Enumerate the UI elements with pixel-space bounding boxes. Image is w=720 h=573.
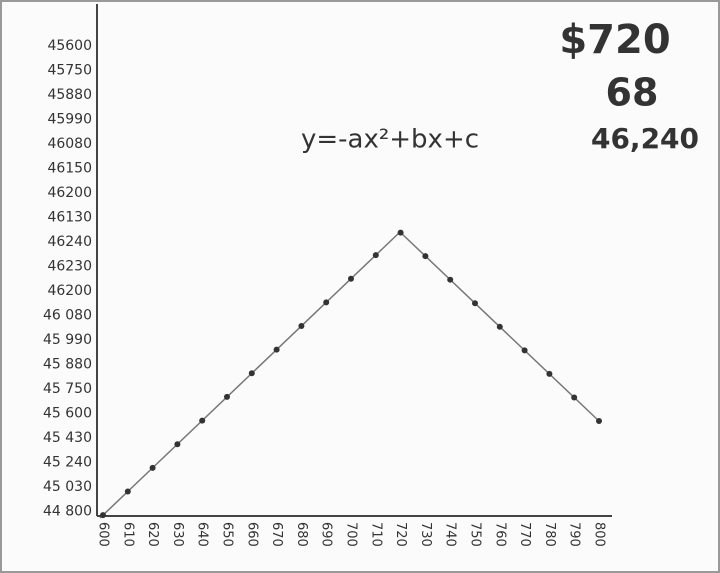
y-label: 46150 xyxy=(47,161,92,177)
dot xyxy=(199,418,205,424)
y-label: 45 030 xyxy=(43,479,92,495)
graph-photo: y=-ax²+bx+c $720 68 46,240 45600 45750 458… xyxy=(0,0,720,573)
y-label: 45750 xyxy=(47,63,92,79)
note: 46,240 xyxy=(591,122,699,155)
y-label: 45 990 xyxy=(43,332,92,348)
equation: y=-ax²+bx+c xyxy=(301,125,479,155)
y-label: 46080 xyxy=(47,136,92,152)
dot xyxy=(348,276,354,282)
dot xyxy=(472,300,478,306)
dot xyxy=(398,230,404,236)
x-label: 700 xyxy=(344,522,359,547)
dot xyxy=(373,252,379,258)
x-label: 640 xyxy=(195,522,210,547)
dot xyxy=(447,277,453,283)
dot xyxy=(298,323,304,329)
x-label: 670 xyxy=(269,522,284,547)
y-label: 45 240 xyxy=(43,455,92,471)
dot xyxy=(546,371,552,377)
x-label: 800 xyxy=(592,522,607,547)
x-label: 750 xyxy=(468,522,483,547)
dot xyxy=(422,253,428,259)
x-label: 720 xyxy=(393,522,408,547)
dot xyxy=(323,299,329,305)
x-label: 650 xyxy=(220,522,235,547)
x-label: 740 xyxy=(443,522,458,547)
dot xyxy=(100,512,106,518)
y-label: 45 600 xyxy=(43,406,92,422)
dot xyxy=(125,488,131,494)
y-label: 44 800 xyxy=(43,504,92,520)
x-label: 690 xyxy=(319,522,334,547)
y-label: 46240 xyxy=(47,234,92,250)
dot xyxy=(571,394,577,400)
x-label: 790 xyxy=(567,522,582,547)
x-label: 710 xyxy=(368,522,383,547)
x-label: 760 xyxy=(492,522,507,547)
x-label: 770 xyxy=(517,522,532,547)
y-label: 45 430 xyxy=(43,430,92,446)
x-label: 730 xyxy=(418,522,433,547)
x-label: 660 xyxy=(244,522,259,547)
dot xyxy=(174,441,180,447)
y-label: 46200 xyxy=(47,283,92,299)
y-label: 45990 xyxy=(47,112,92,128)
x-label: 600 xyxy=(96,522,111,547)
y-label: 46130 xyxy=(47,210,92,226)
y-label: 46 080 xyxy=(43,308,92,324)
note: 68 xyxy=(606,71,659,115)
dot xyxy=(249,370,255,376)
x-label: 680 xyxy=(294,522,309,547)
dot xyxy=(522,347,528,353)
y-label: 46200 xyxy=(47,185,92,201)
x-label: 780 xyxy=(542,522,557,547)
dot xyxy=(596,418,602,424)
dot xyxy=(150,465,156,471)
y-label: 45 880 xyxy=(43,357,92,373)
y-label: 45880 xyxy=(47,87,92,103)
y-label: 45600 xyxy=(47,38,92,54)
x-label: 610 xyxy=(120,522,135,547)
y-label: 46230 xyxy=(47,259,92,275)
dot xyxy=(224,394,230,400)
y-label: 45 750 xyxy=(43,381,92,397)
note: $720 xyxy=(559,17,670,63)
x-label: 620 xyxy=(145,522,160,547)
dot xyxy=(497,324,503,330)
x-label: 630 xyxy=(170,522,185,547)
dot xyxy=(274,347,280,353)
